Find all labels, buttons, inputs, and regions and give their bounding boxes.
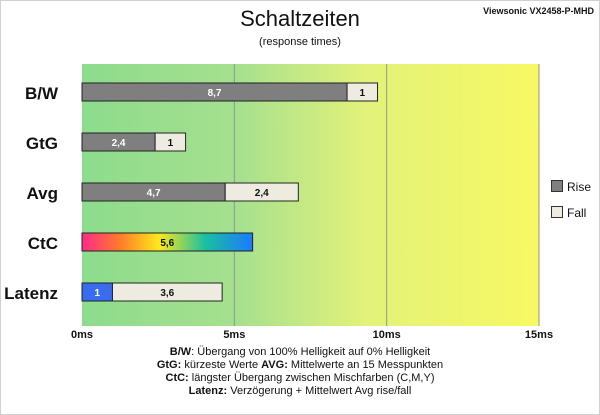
note-ctc: CtC: längster Übergang zwischen Mischfar… — [165, 372, 435, 384]
data-label: 1 — [168, 138, 174, 149]
footnotes: B/W: Übergang von 100% Helligkeit auf 0%… — [0, 346, 600, 398]
bar-fall — [224, 182, 299, 202]
legend-label-rise: Rise — [567, 180, 592, 194]
chart-subtitle: (response times) — [259, 36, 341, 48]
data-label: 2,4 — [255, 188, 269, 199]
bar-latency-avg — [111, 282, 223, 302]
bar-ctc — [81, 232, 254, 252]
legend-swatch-fall — [551, 206, 563, 218]
data-label: 1 — [94, 288, 100, 299]
bar-fall — [346, 82, 379, 102]
note-latenz: Latenz: Verzögerung + Mittelwert Avg ris… — [188, 385, 412, 397]
data-label: 1 — [360, 88, 366, 99]
category-label: GtG — [26, 134, 58, 153]
category-label: Avg — [27, 184, 59, 203]
data-label: 2,4 — [112, 138, 126, 149]
x-tick-label: 5ms — [223, 329, 245, 341]
legend-item-rise: Rise — [551, 180, 591, 194]
category-label: CtC — [28, 234, 58, 253]
chart-title: Schaltzeiten — [240, 6, 360, 31]
legend-label-fall: Fall — [567, 206, 587, 220]
monitor-model: Viewsonic VX2458-P-MHD — [483, 6, 594, 16]
data-label: 5,6 — [160, 238, 174, 249]
data-label: 3,6 — [160, 288, 174, 299]
data-label: 8,7 — [208, 88, 222, 99]
bar-fall — [154, 132, 187, 152]
data-label: 4,7 — [147, 188, 161, 199]
x-tick-label: 15ms — [525, 329, 553, 341]
legend-item-fall: Fall — [551, 206, 586, 220]
legend-swatch-rise — [551, 180, 563, 192]
note-gtg-avg: GtG: kürzeste Werte AVG: Mittelwerte an … — [156, 359, 444, 371]
x-tick-label: 10ms — [373, 329, 401, 341]
category-label: Latenz — [4, 284, 58, 303]
x-tick-label: 0ms — [71, 329, 93, 341]
note-bw: B/W: Übergang von 100% Helligkeit auf 0%… — [169, 346, 431, 358]
category-label: B/W — [25, 84, 59, 103]
